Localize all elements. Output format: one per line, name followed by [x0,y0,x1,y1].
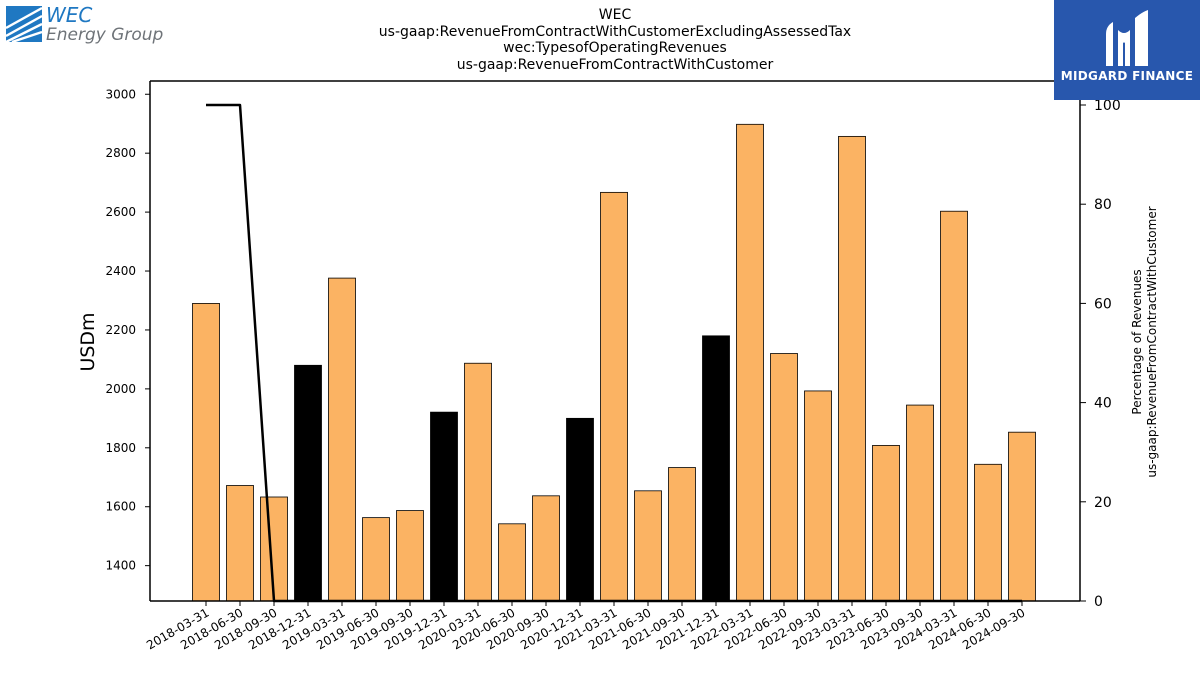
y-tick-label-right-80: 80 [1094,197,1112,213]
y-axis-label-left: USDm [77,312,99,372]
y-tick-label-left-2800: 2800 [105,146,136,160]
y-tick-label-left-2200: 2200 [105,323,136,337]
bar-2019-06-30 [362,517,390,602]
bar-2024-03-31 [940,210,968,602]
y-tick-label-left-1800: 1800 [105,441,136,455]
bar-2021-12-31 [702,335,730,602]
bar-2018-06-30 [226,485,254,602]
wec-logo-subtext: Energy Group [46,25,164,45]
bar-2024-06-30 [974,463,1002,602]
y-axis-label-right: Percentage of Revenues us-gaap:RevenueFr… [1130,206,1160,477]
y-axis-label-right-line-1: Percentage of Revenues [1130,269,1144,415]
bar-2021-03-31 [600,191,628,602]
bar-2023-03-31 [838,135,866,602]
y-tick-label-left-2000: 2000 [105,382,136,396]
y-tick-label-left-1600: 1600 [105,500,136,514]
midgard-finance-wordmark: MIDGARD FINANCE [1060,69,1194,83]
chart-title-line-1: WEC [598,7,632,23]
bar-2022-06-30 [770,353,798,602]
y-tick-label-left-3000: 3000 [105,87,136,101]
bar-2020-09-30 [532,495,560,602]
y-tick-label-left-2600: 2600 [105,205,136,219]
y-tick-label-left-2400: 2400 [105,264,136,278]
bar-2021-09-30 [668,467,696,602]
y-tick-label-right-0: 0 [1094,594,1103,610]
y-tick-label-right-100: 100 [1094,98,1121,114]
bar-2019-12-31 [430,411,458,602]
y-axis-label-right-line-2: us-gaap:RevenueFromContractWithCustomer [1145,206,1159,478]
bar-2020-03-31 [464,362,492,602]
midgard-finance-logo-icon [1106,10,1148,66]
bar-2018-12-31 [294,364,322,602]
wec-logo-text: WEC [46,3,93,27]
chart-title-line-3: wec:TypesofOperatingRevenues [503,40,727,56]
y-tick-label-right-60: 60 [1094,296,1112,312]
chart-title-line-4: us-gaap:RevenueFromContractWithCustomer [456,56,774,73]
bar-2019-09-30 [396,510,424,602]
y-tick-label-right-20: 20 [1094,495,1112,511]
chart-title-line-2: us-gaap:RevenueFromContractWithCustomerE… [378,23,852,40]
bar-2022-03-31 [736,123,764,602]
bar-2023-09-30 [906,404,934,602]
bar-2021-06-30 [634,490,662,602]
wec-energy-group-logo-icon [6,6,42,42]
bar-2022-09-30 [804,390,832,602]
y-tick-label-right-40: 40 [1094,396,1112,412]
y-tick-label-left-1400: 1400 [105,559,136,573]
bar-2018-03-31 [192,303,220,602]
bar-2024-09-30 [1008,431,1036,602]
bar-2020-06-30 [498,523,526,602]
midgard-finance-badge: MIDGARD FINANCE [1054,0,1200,100]
bar-2019-03-31 [328,277,356,602]
wec-energy-group-logo: WEC Energy Group [6,3,166,46]
bar-2020-12-31 [566,417,594,602]
bar-2023-06-30 [872,445,900,602]
